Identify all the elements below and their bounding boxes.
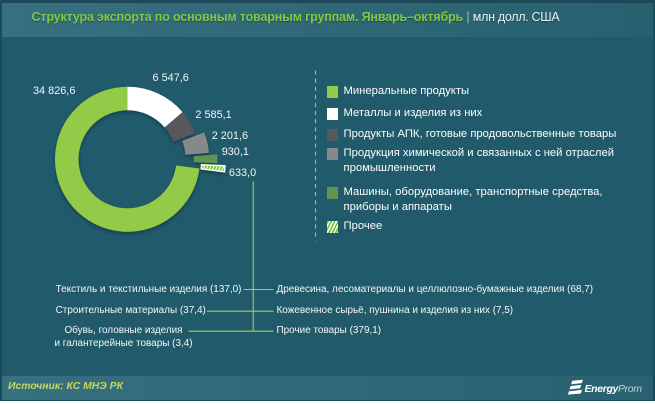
svg-text:EnergyProm: EnergyProm bbox=[585, 383, 643, 395]
